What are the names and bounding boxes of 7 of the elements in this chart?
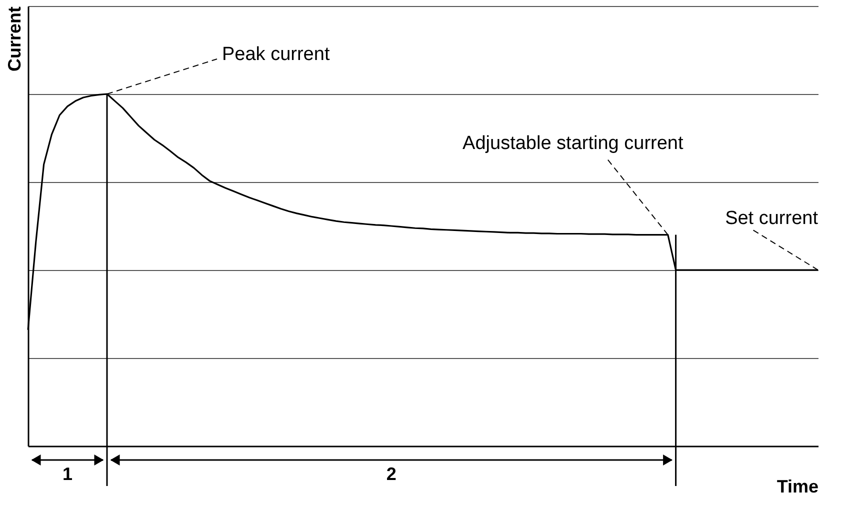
text: 2 bbox=[386, 464, 396, 484]
annotation: Adjustable starting current bbox=[462, 132, 684, 154]
text: Peak current bbox=[222, 44, 330, 65]
text: 1 bbox=[62, 464, 73, 484]
y-axis-title: Current bbox=[4, 6, 24, 72]
annotation: Set current bbox=[725, 208, 819, 229]
x-axis-title: Time bbox=[776, 476, 818, 496]
